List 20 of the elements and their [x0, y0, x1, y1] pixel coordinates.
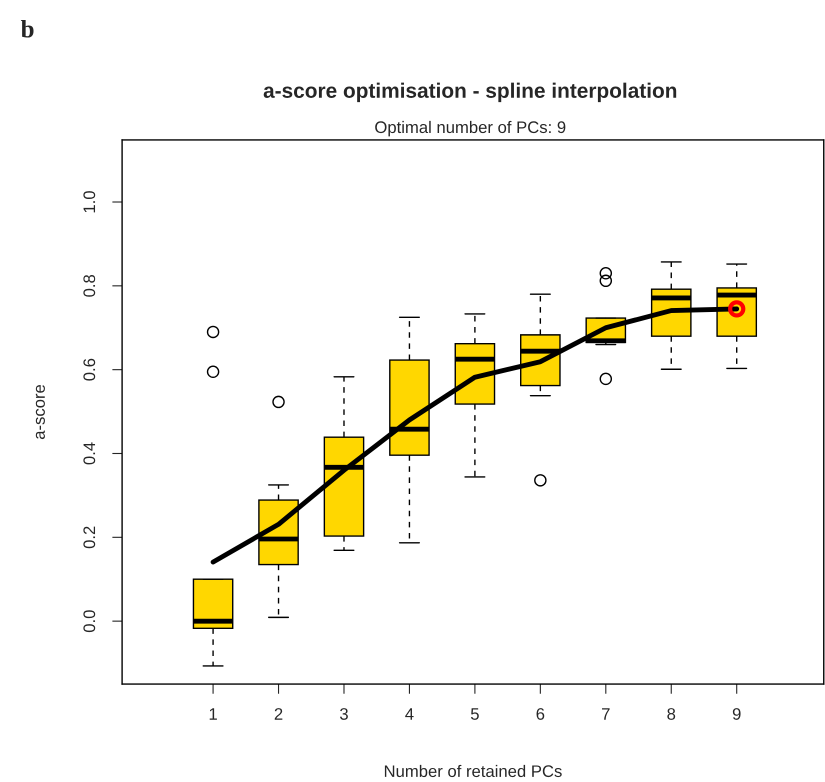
chart-title: a-score optimisation - spline interpolation	[264, 82, 676, 102]
x-tick-label: 6	[536, 708, 544, 720]
x-tick-label: 3	[340, 708, 348, 720]
chart-subtitle: Optimal number of PCs: 9	[375, 120, 566, 136]
y-axis-title: a-score	[36, 384, 45, 440]
x-tick-label: 2	[274, 708, 282, 720]
y-tick-label: 1.0	[83, 191, 96, 212]
x-tick-label: 9	[732, 708, 741, 720]
y-tick-label: 0.8	[83, 274, 96, 297]
x-tick-label: 1	[210, 708, 217, 720]
x-tick-label: 8	[667, 708, 676, 720]
y-tick-label: 0.6	[83, 358, 96, 381]
y-tick-label: 0.0	[83, 610, 96, 632]
text: b	[20, 20, 34, 38]
y-tick-label: 0.4	[83, 442, 96, 464]
x-axis-title: Number of retained PCs	[384, 764, 562, 778]
x-tick-label: 4	[405, 708, 414, 720]
y-tick-label: 0.2	[83, 526, 96, 548]
x-tick-label: 7	[602, 708, 610, 720]
x-tick-label: 5	[470, 708, 479, 720]
